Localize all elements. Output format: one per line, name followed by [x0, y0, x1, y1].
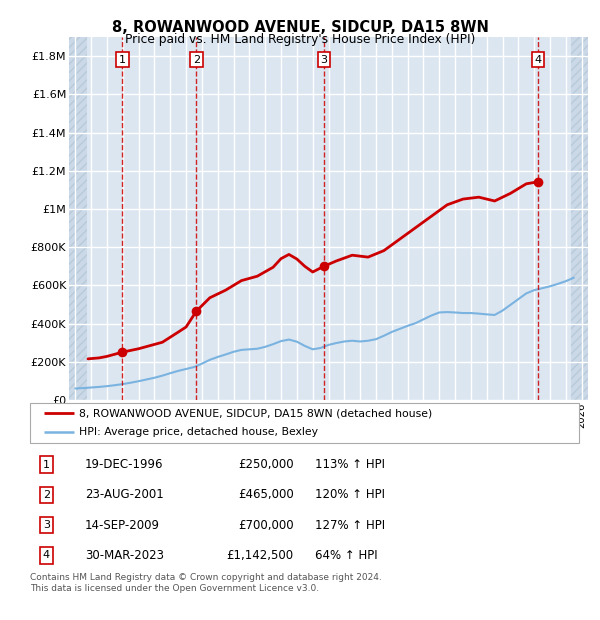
Text: Contains HM Land Registry data © Crown copyright and database right 2024.
This d: Contains HM Land Registry data © Crown c… [30, 574, 382, 593]
Text: £465,000: £465,000 [238, 489, 293, 502]
Text: 64% ↑ HPI: 64% ↑ HPI [316, 549, 378, 562]
Text: 30-MAR-2023: 30-MAR-2023 [85, 549, 164, 562]
Bar [69, 37, 87, 400]
Text: 3: 3 [43, 520, 50, 530]
Text: 2: 2 [193, 55, 200, 64]
Text: £250,000: £250,000 [238, 458, 293, 471]
Text: Price paid vs. HM Land Registry's House Price Index (HPI): Price paid vs. HM Land Registry's House … [125, 33, 475, 46]
Text: 127% ↑ HPI: 127% ↑ HPI [316, 518, 386, 531]
Text: 23-AUG-2001: 23-AUG-2001 [85, 489, 164, 502]
Text: 120% ↑ HPI: 120% ↑ HPI [316, 489, 385, 502]
Text: 1: 1 [43, 459, 50, 469]
Text: 113% ↑ HPI: 113% ↑ HPI [316, 458, 385, 471]
Text: 3: 3 [320, 55, 328, 64]
Text: 4: 4 [535, 55, 542, 64]
Bar [571, 37, 588, 400]
Text: £1,142,500: £1,142,500 [226, 549, 293, 562]
Text: 8, ROWANWOOD AVENUE, SIDCUP, DA15 8WN: 8, ROWANWOOD AVENUE, SIDCUP, DA15 8WN [112, 20, 488, 35]
Text: 2: 2 [43, 490, 50, 500]
Text: 19-DEC-1996: 19-DEC-1996 [85, 458, 163, 471]
Text: 4: 4 [43, 551, 50, 560]
Text: 1: 1 [119, 55, 126, 64]
Text: HPI: Average price, detached house, Bexley: HPI: Average price, detached house, Bexl… [79, 427, 319, 437]
Text: £700,000: £700,000 [238, 518, 293, 531]
Text: 8, ROWANWOOD AVENUE, SIDCUP, DA15 8WN (detached house): 8, ROWANWOOD AVENUE, SIDCUP, DA15 8WN (d… [79, 408, 433, 418]
Text: 14-SEP-2009: 14-SEP-2009 [85, 518, 160, 531]
